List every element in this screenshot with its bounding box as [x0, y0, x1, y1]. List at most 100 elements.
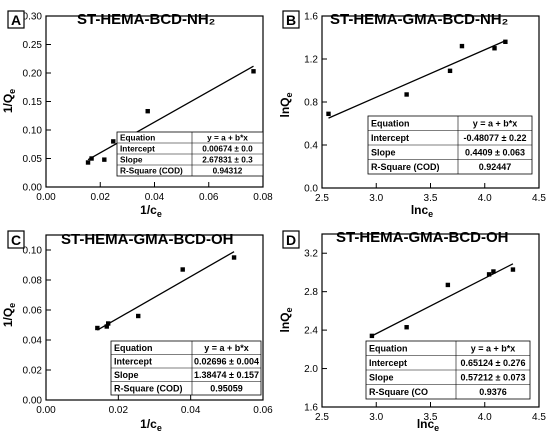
- x-axis-label: lnce: [417, 417, 439, 432]
- data-point: [486, 272, 492, 277]
- fit-table-value: y = a + b*x: [473, 118, 518, 128]
- y-tick-label: 0.15: [23, 97, 43, 108]
- fit-table-value: 0.92447: [479, 162, 512, 172]
- x-tick-label: 0.06: [199, 192, 219, 203]
- x-tick-label: 3.0: [369, 412, 383, 423]
- x-axis-label: 1/ce: [140, 417, 162, 432]
- fit-table-value: 0.65124 ± 0.276: [461, 358, 526, 368]
- data-point: [231, 255, 237, 260]
- x-tick-label: 0.06: [253, 405, 273, 416]
- x-tick-label: 3.0: [369, 193, 383, 204]
- fit-table-value: 0.9376: [479, 387, 507, 397]
- y-tick-label: 0.02: [23, 366, 43, 377]
- fit-table-key: Slope: [120, 155, 143, 164]
- y-tick-label: 0.00: [23, 396, 43, 407]
- fit-table-value: 0.4409 ± 0.063: [465, 147, 525, 157]
- panel-letter-box: [7, 230, 25, 249]
- x-tick-label: 4.0: [478, 412, 492, 423]
- data-point: [102, 157, 107, 162]
- y-tick-label: 1.2: [304, 55, 318, 66]
- y-tick-label: 0.0: [304, 184, 318, 195]
- x-axis-label: lnce: [411, 203, 433, 219]
- fit-line: [371, 263, 514, 337]
- fit-table-value: 0.95059: [210, 383, 243, 393]
- fit-table-key: R-Square (COD): [114, 383, 183, 393]
- y-tick-label: 0.30: [23, 12, 43, 23]
- fit-table-key: Slope: [114, 370, 139, 380]
- data-point: [326, 111, 331, 117]
- y-tick-label: 1.6: [304, 12, 318, 23]
- x-tick-label: 0.04: [181, 405, 201, 416]
- data-point: [492, 46, 497, 51]
- x-tick-label: 4.5: [532, 193, 546, 204]
- panel-title: ST-HEMA-GMA-BCD-OH: [61, 231, 233, 248]
- fit-table-value: 0.94312: [213, 166, 243, 175]
- data-point: [404, 92, 409, 97]
- y-tick-label: 0.20: [23, 69, 43, 80]
- fit-stats-table: Equation y = a + b*x Intercept -0.48077 ± 0…: [367, 115, 533, 175]
- y-tick-label: 0.05: [23, 154, 43, 165]
- data-point: [89, 156, 94, 161]
- data-point: [459, 43, 465, 49]
- y-axis-label: lnQe: [278, 307, 294, 332]
- fit-table-value: 0.57212 ± 0.073: [461, 372, 526, 382]
- fit-line: [328, 40, 506, 119]
- y-tick-label: 0.04: [23, 336, 43, 347]
- fit-table-key: Intercept: [120, 144, 155, 153]
- fit-line: [97, 251, 235, 331]
- y-axis-label: 1/Qe: [1, 303, 17, 327]
- fit-table-value: 2.67831 ± 0.3: [202, 155, 253, 164]
- y-tick-label: 0.10: [23, 126, 43, 137]
- panel-letter-box: [7, 10, 25, 29]
- fit-table-key: Intercept: [371, 133, 409, 143]
- x-tick-label: 0.08: [253, 192, 273, 203]
- data-point: [85, 160, 91, 165]
- fit-table-value: y = a + b*x: [207, 133, 248, 142]
- data-point: [447, 68, 453, 74]
- panel-title: ST-HEMA-GMA-BCD-NH₂: [330, 11, 508, 28]
- fit-stats-table: Equation y = a + b*x Intercept 0.02696 ± 0.…: [110, 340, 262, 396]
- fit-table-key: R-Square (COD): [120, 166, 183, 175]
- y-tick-label: 3.2: [304, 249, 318, 260]
- data-point: [180, 267, 185, 272]
- data-point: [404, 325, 409, 330]
- x-tick-label: 3.5: [424, 412, 438, 423]
- x-tick-label: 0.04: [145, 192, 165, 203]
- y-tick-label: 0.00: [23, 183, 43, 194]
- fit-table-key: Slope: [369, 372, 394, 382]
- fit-stats-table: Equation y = a + b*x Intercept 0.65124 ± 0.…: [365, 340, 531, 400]
- panel-letter: D: [286, 232, 296, 248]
- fit-table-value: 1.38474 ± 0.157: [194, 370, 259, 380]
- x-tick-label: 4.0: [478, 193, 492, 204]
- panel-letter-box: [282, 230, 300, 249]
- y-tick-label: 1.6: [304, 403, 318, 414]
- data-point: [106, 321, 111, 326]
- y-tick-label: 2.4: [304, 326, 318, 337]
- y-axis-label: lnQe: [278, 92, 294, 117]
- chart-panel-a: 0.00 0.02 0.04 0.06 0.08 0.00 0.05 0.10 0.15 0.20…: [1, 10, 273, 219]
- y-tick-label: 0.10: [23, 246, 43, 257]
- fit-table-value: 0.02696 ± 0.004: [194, 356, 259, 366]
- fit-table-key: Equation: [369, 343, 408, 353]
- fit-stats-table: Equation y = a + b*x Intercept 0.00674 ± 0.…: [116, 131, 264, 177]
- chart-panel-c: 0.00 0.02 0.04 0.06 0.00 0.02 0.04 0.06 0.08 0.10…: [1, 230, 273, 432]
- y-tick-label: 2.0: [304, 364, 318, 375]
- y-tick-label: 0.25: [23, 40, 43, 51]
- fit-table-key: Intercept: [114, 356, 152, 366]
- x-tick-label: 0.00: [36, 405, 56, 416]
- x-axis-label: 1/ce: [140, 203, 162, 219]
- y-tick-label: 0.4: [304, 141, 318, 152]
- panel-letter: C: [11, 232, 21, 248]
- chart-panel-b: 2.5 3.0 3.5 4.0 4.5 0.0 0.4 0.8 1.2 1.6 B ST-HEMA-G…: [278, 10, 546, 219]
- fit-table-key: R-Square (COD): [371, 162, 440, 172]
- panel-letter: A: [11, 12, 21, 28]
- x-tick-label: 2.5: [315, 193, 329, 204]
- y-tick-label: 0.8: [304, 98, 318, 109]
- x-tick-label: 3.5: [424, 193, 438, 204]
- fit-line: [87, 65, 254, 161]
- data-point: [251, 69, 256, 74]
- x-tick-label: 2.5: [315, 412, 329, 423]
- panel-letter-box: [282, 10, 300, 29]
- x-tick-label: 0.02: [109, 405, 129, 416]
